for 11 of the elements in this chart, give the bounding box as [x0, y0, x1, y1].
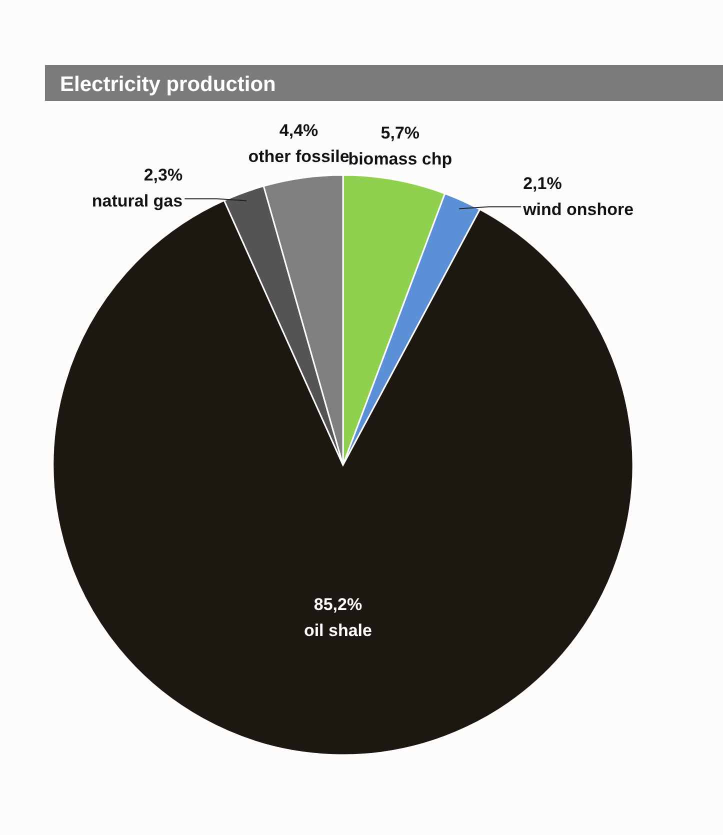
slice-label: natural gas: [92, 192, 183, 211]
data-label: 2,3%: [144, 166, 183, 185]
slice-label: other fossile: [248, 147, 350, 166]
slice-label: biomass chp: [348, 149, 452, 168]
chart-title: Electricity production: [60, 73, 276, 96]
data-label: 2,1%: [523, 174, 562, 193]
slice-label: oil shale: [304, 620, 372, 640]
data-label: 4,4%: [279, 121, 318, 140]
slice-label: wind onshore: [522, 200, 634, 219]
data-label: 85,2%: [314, 594, 362, 614]
data-label: 5,7%: [380, 123, 420, 142]
